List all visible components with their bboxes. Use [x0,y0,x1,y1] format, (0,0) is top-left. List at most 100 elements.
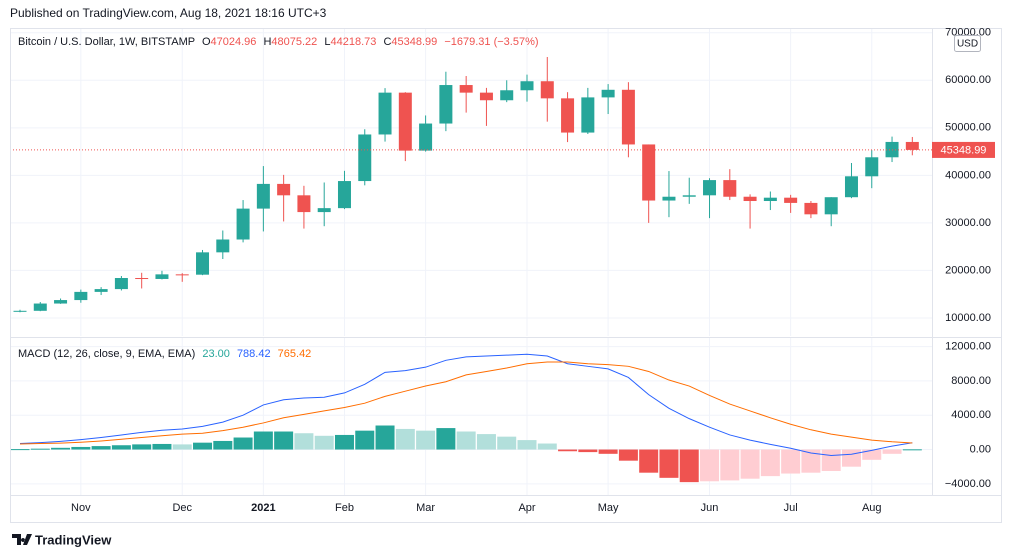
last-price-label: 45348.99 [941,144,987,156]
histogram-bar [760,449,780,477]
candle-body [520,81,534,91]
histogram-bar [91,446,111,450]
close-value: 45348.99 [391,36,437,48]
x-tick-label: Apr [518,502,535,514]
candle-body [33,303,47,311]
histogram-bar [841,449,861,467]
last-price-box [932,141,995,158]
footer-logo [12,534,32,545]
candle-body [378,92,392,135]
histogram-bar [578,449,598,453]
candle-body [337,181,351,209]
candle-body [135,278,149,280]
legend: Bitcoin / U.S. Dollar, 1W, BITSTAMP O470… [18,36,539,48]
candle-body [236,208,250,240]
candle-body [479,92,493,101]
histogram-bar [10,449,30,451]
candle-body [561,98,575,133]
y2-tick-label: −4000.00 [945,478,991,490]
footer-brand: TradingView [35,532,112,547]
histogram-bar [720,449,740,481]
y-tick-label: 40000.00 [945,169,991,181]
y-tick-label: 20000.00 [945,264,991,276]
histogram-bar [517,440,537,450]
histogram-value: 23.00 [202,348,230,360]
x-tick-label: Dec [172,502,192,514]
x-tick-label: Jul [784,502,798,514]
histogram-bar [618,449,638,461]
candle-body [256,183,270,209]
grid [10,28,932,495]
ohlc-label: C [383,36,391,48]
histogram-bar [781,449,801,474]
x-tick-label: Feb [335,502,354,514]
axes: 10000.00 20000.00 30000.00 40000.00 50000.00… [71,27,995,514]
x-tick-label: Nov [71,502,91,514]
histogram-bar [193,442,213,450]
open-value: 47024.96 [211,36,257,48]
candle-body [277,183,291,196]
histogram-bar [71,446,91,450]
y-tick-label: 50000.00 [945,122,991,134]
macd-title: MACD (12, 26, close, 9, EMA, EMA) [18,348,195,360]
candle-body [54,300,68,304]
histogram-bar [740,449,760,479]
histogram-bar [152,443,172,450]
candle-body [824,197,838,215]
x-tick-label: Jun [701,502,719,514]
candle-body [682,195,696,197]
candle-body [804,202,818,215]
candle-body [581,97,595,133]
change-value: −1679.31 (−3.57%) [444,36,538,48]
published-note: Published on TradingView.com, Aug 18, 20… [10,6,327,20]
candle-body [601,89,615,98]
histogram-bar [598,449,618,454]
candle-body [297,195,311,213]
histogram-bar [659,449,679,478]
currency-box[interactable] [954,35,981,52]
candle-body [703,180,717,196]
histogram-bar [213,440,233,450]
candle-body [784,197,798,203]
high-value: 48075.22 [271,36,317,48]
currency[interactable]: USD [957,39,978,50]
histogram-bar [700,449,720,482]
histogram-bar [476,434,496,450]
candle-body [500,90,514,101]
low-value: 44218.73 [330,36,376,48]
candle-body [763,197,777,202]
histogram-bar [558,449,578,452]
histogram-bar [537,443,557,450]
candle-body [398,92,412,151]
y-tick-label: 30000.00 [945,217,991,229]
histogram-bar [821,449,841,471]
ohlc-label: O [202,36,211,48]
histogram-bar [395,428,415,450]
macd-legend: MACD (12, 26, close, 9, EMA, EMA) 23.00 … [18,348,311,360]
y-tick-label: 10000.00 [945,312,991,324]
signal-line [19,361,913,445]
candle-body [621,89,635,145]
histogram-bar [902,449,922,451]
histogram-bar [355,430,375,450]
y-tick-label: 60000.00 [945,74,991,86]
candle-body [114,278,128,290]
candle-body [13,310,27,312]
ohlc-label: L [324,36,330,48]
candle-body [743,196,757,202]
plot-area [10,56,932,483]
ohlc-label: H [263,36,271,48]
candle-body [358,134,372,182]
y2-tick-label: 8000.00 [951,375,991,387]
histogram-bar [132,444,152,450]
histogram-bar [436,428,456,450]
candle-body [642,144,656,201]
histogram-bar [882,449,902,454]
candle-body [216,239,230,253]
candle-body [844,176,858,198]
histogram-bar [416,430,436,450]
candle-body [905,141,919,150]
